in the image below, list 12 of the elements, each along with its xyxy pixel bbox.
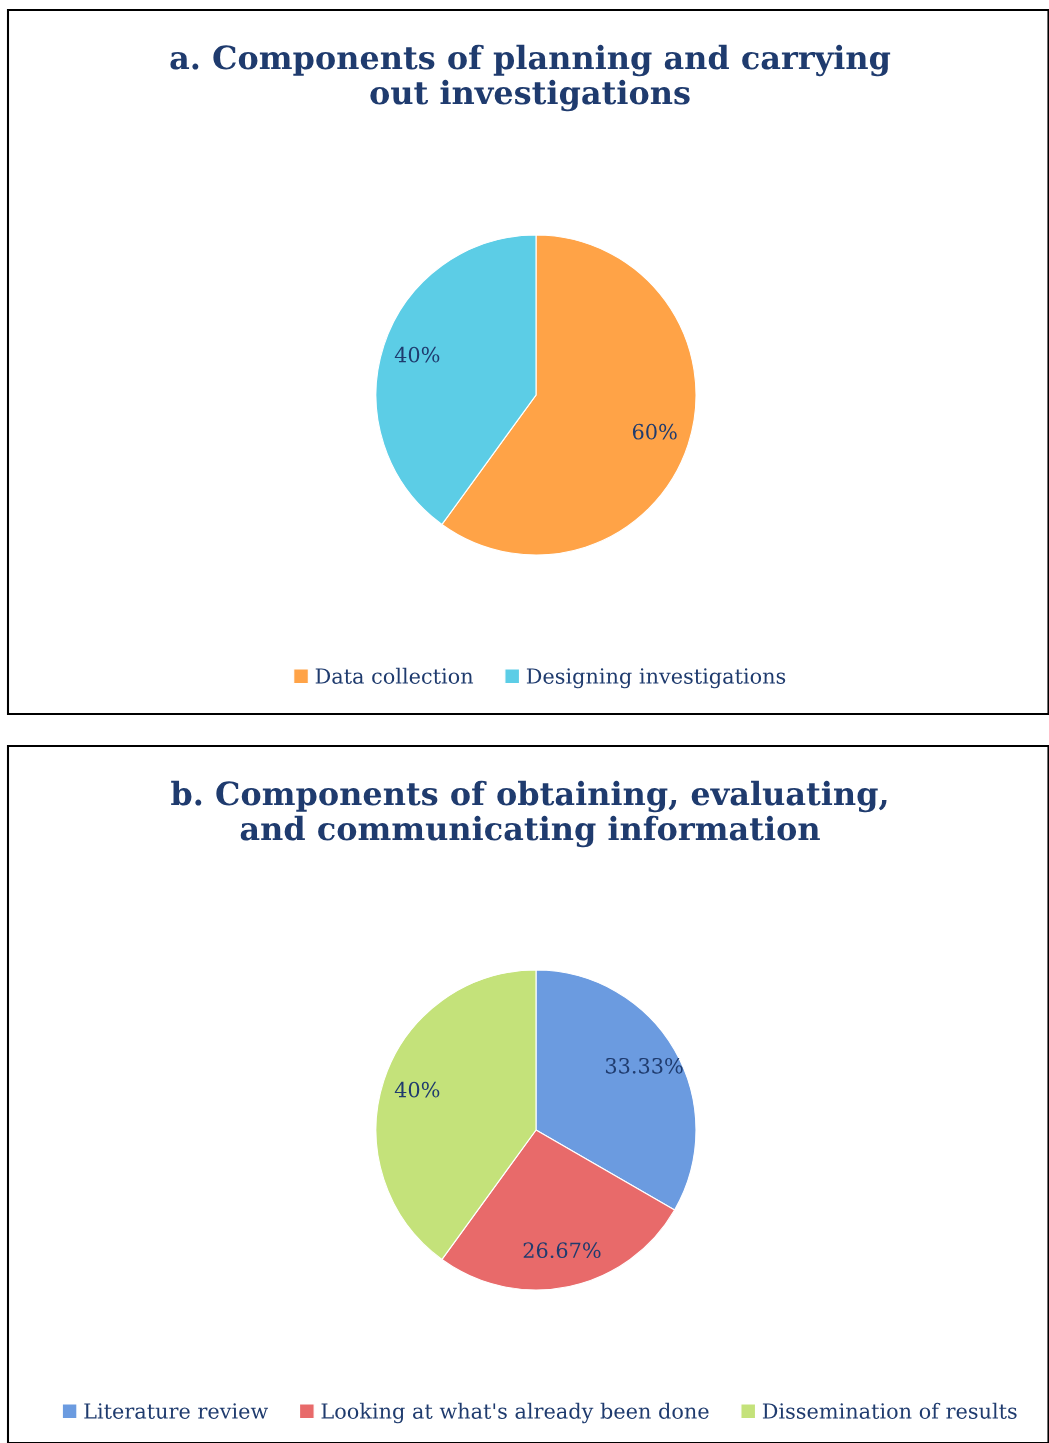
legend-label: Looking at what's already been done [321, 1402, 709, 1424]
data-label: 40% [394, 346, 440, 363]
data-label: 26.67% [523, 1242, 601, 1259]
legend-label: Designing investigations [526, 668, 786, 689]
legend-label: Dissemination of results [762, 1402, 1017, 1419]
data-label: 33.33% [605, 1057, 683, 1074]
chart-title: b. Components of obtaining, evaluating, and communicating information [171, 780, 887, 848]
chart-title: a. Components of planning and carrying out investigations [170, 44, 891, 112]
legend-label: Data collection [315, 667, 474, 684]
data-label: 40% [394, 1081, 440, 1098]
data-label: 60% [632, 423, 677, 440]
legend-label: Literature review [84, 1403, 269, 1419]
